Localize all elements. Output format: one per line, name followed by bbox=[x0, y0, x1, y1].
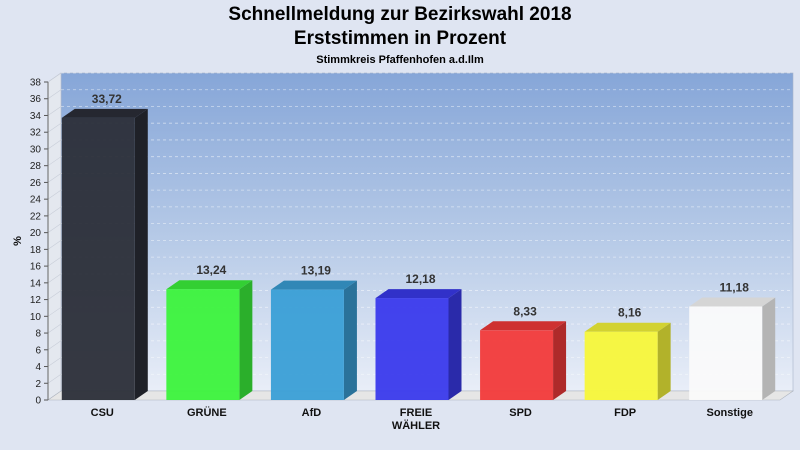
bar-afd bbox=[270, 280, 357, 400]
bar-sonstige bbox=[689, 297, 776, 400]
x-tick-label: FREIE bbox=[400, 407, 432, 419]
bar-top bbox=[480, 321, 567, 331]
gridline-side bbox=[47, 106, 62, 116]
gridline-side bbox=[47, 240, 62, 250]
chart-subtitle: Erststimmen in Prozent bbox=[293, 28, 507, 49]
bar-top bbox=[270, 280, 357, 290]
gridline-side bbox=[47, 139, 62, 150]
gridline-side bbox=[47, 223, 62, 233]
bar-top bbox=[61, 108, 148, 118]
x-tick-label: AfD bbox=[302, 407, 322, 419]
gridline-side bbox=[47, 307, 62, 317]
data-label: 13,24 bbox=[196, 263, 226, 277]
data-label: 33,72 bbox=[92, 92, 122, 106]
bar-top bbox=[584, 322, 671, 332]
bar-top bbox=[689, 297, 776, 307]
bar-side bbox=[134, 108, 148, 401]
gridline-side bbox=[47, 156, 62, 166]
bar-top bbox=[166, 280, 253, 290]
bar-side bbox=[343, 280, 357, 400]
bar-front bbox=[584, 331, 658, 400]
data-label: 8,16 bbox=[618, 306, 642, 320]
y-tick-label: 20 bbox=[30, 228, 42, 239]
y-tick-label: 30 bbox=[30, 144, 42, 155]
gridline-side bbox=[47, 357, 62, 367]
gridline-side bbox=[47, 206, 62, 217]
y-tick-label: 10 bbox=[30, 312, 42, 323]
gridline-side bbox=[47, 273, 62, 284]
bar-side bbox=[553, 321, 567, 400]
gridline-side bbox=[47, 340, 62, 351]
bar-side bbox=[239, 280, 253, 400]
x-tick-label: GRÜNE bbox=[187, 406, 227, 419]
x-tick-label: FDP bbox=[614, 407, 636, 419]
plot-side-wall bbox=[47, 72, 62, 401]
y-tick-label: 18 bbox=[30, 245, 42, 256]
gridline-side bbox=[47, 189, 62, 200]
bar-front bbox=[61, 117, 135, 401]
gridline-side bbox=[47, 173, 62, 183]
y-tick-label: 2 bbox=[35, 379, 41, 390]
gridline-side bbox=[47, 323, 62, 334]
bar-side bbox=[657, 322, 671, 400]
gridline-side bbox=[47, 122, 62, 133]
y-tick-label: 28 bbox=[30, 161, 42, 172]
bar-top bbox=[375, 289, 462, 299]
bar-front bbox=[270, 289, 344, 400]
y-tick-label: 6 bbox=[35, 345, 41, 356]
y-tick-label: 8 bbox=[35, 329, 41, 340]
y-tick-label: 14 bbox=[30, 278, 42, 289]
y-tick-label: 12 bbox=[30, 295, 42, 306]
x-tick-label: CSU bbox=[91, 407, 114, 419]
bar-side bbox=[448, 289, 462, 400]
y-tick-label: 26 bbox=[30, 178, 42, 189]
data-label: 11,18 bbox=[720, 280, 750, 294]
gridline-side bbox=[47, 72, 62, 83]
y-tick-label: 38 bbox=[30, 78, 42, 89]
y-tick-label: 36 bbox=[30, 94, 42, 105]
data-label: 12,18 bbox=[405, 272, 435, 286]
gridline-side bbox=[47, 89, 62, 99]
chart-subsubtitle: Stimmkreis Pfaffenhofen a.d.Ilm bbox=[316, 54, 484, 66]
x-tick-label: Sonstige bbox=[706, 407, 752, 419]
bar-front bbox=[166, 289, 240, 400]
bar-grüne bbox=[166, 280, 253, 400]
bar-spd bbox=[480, 321, 567, 400]
y-tick-label: 22 bbox=[30, 211, 42, 222]
y-tick-label: 16 bbox=[30, 262, 42, 273]
y-tick-label: 4 bbox=[35, 362, 41, 373]
bar-fdp bbox=[584, 322, 671, 400]
gridline-side bbox=[47, 256, 62, 267]
x-tick-label: WÄHLER bbox=[392, 419, 440, 432]
bar-side bbox=[762, 297, 776, 400]
bar-front bbox=[689, 306, 763, 400]
bar-csu bbox=[61, 108, 148, 401]
gridline-side bbox=[47, 290, 62, 300]
gridline-side bbox=[47, 374, 62, 384]
y-tick-label: 32 bbox=[30, 128, 42, 139]
data-label: 8,33 bbox=[513, 304, 537, 318]
bar-front bbox=[480, 330, 554, 400]
y-tick-label: 24 bbox=[30, 195, 42, 206]
y-axis-label: % bbox=[12, 236, 24, 246]
data-label: 13,19 bbox=[301, 264, 331, 278]
bar-freie-wähler bbox=[375, 289, 462, 400]
chart-title: Schnellmeldung zur Bezirkswahl 2018 bbox=[228, 4, 572, 25]
y-tick-label: 0 bbox=[35, 396, 41, 407]
x-tick-label: SPD bbox=[509, 407, 532, 419]
bar-front bbox=[375, 298, 449, 400]
y-tick-label: 34 bbox=[30, 111, 42, 122]
